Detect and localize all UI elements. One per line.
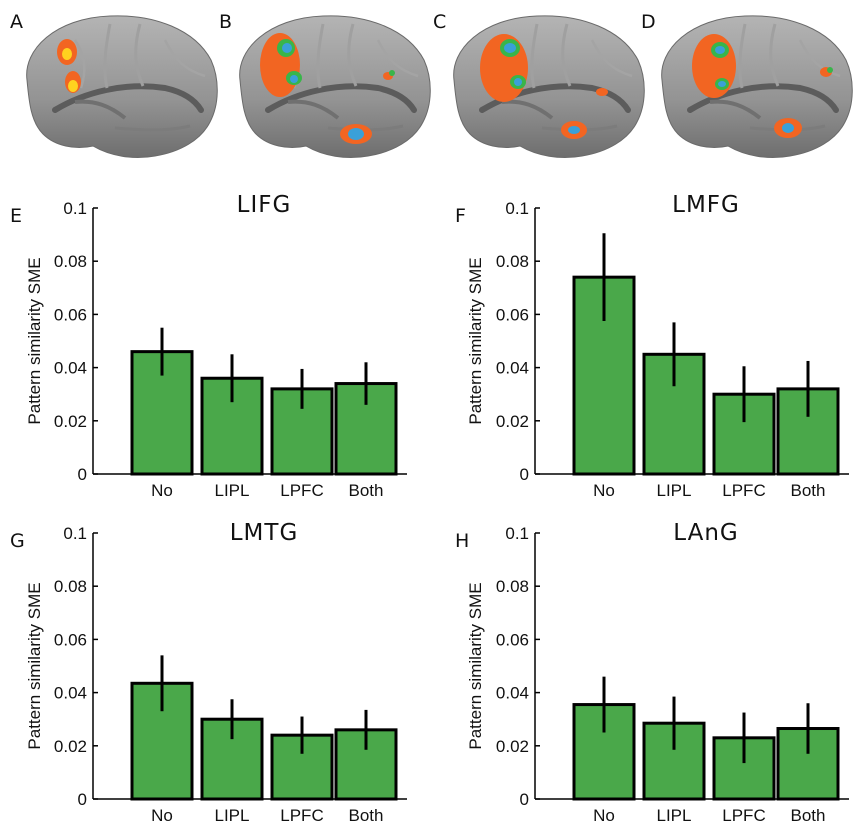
category-label: LPFC	[722, 806, 765, 825]
y-tick-label: 0.1	[505, 524, 529, 543]
y-tick-label: 0.06	[54, 630, 87, 649]
y-tick-label: 0	[78, 790, 87, 809]
category-label: LPFC	[280, 481, 323, 500]
chart-lmtg: G LMTG Pattern similarity SME No LIPL LPFC Bot…	[10, 520, 407, 825]
brain-panel-a: A	[10, 11, 217, 158]
y-tick-label: 0.1	[505, 199, 529, 218]
panel-letter: G	[10, 530, 25, 552]
y-tick-label: 0.04	[54, 359, 87, 378]
y-tick-label: 0.08	[496, 577, 529, 596]
category-label: No	[593, 806, 615, 825]
chart-lmfg: F LMFG Pattern similarity SME No LIPL LPFC Bot…	[455, 192, 849, 500]
category-label: LIPL	[657, 481, 692, 500]
panel-letter: F	[455, 205, 466, 227]
category-label: LIPL	[215, 481, 250, 500]
category-label: LPFC	[722, 481, 765, 500]
panel-letter: E	[10, 205, 22, 227]
brain-panel-d: D	[641, 11, 852, 158]
y-tick-label: 0.04	[496, 359, 529, 378]
chart-lang: H LAnG Pattern similarity SME No LIPL LPFC Bot…	[455, 520, 849, 825]
chart-title: LAnG	[673, 520, 738, 546]
y-tick-label: 0.04	[496, 684, 529, 703]
activation-blob	[480, 34, 608, 139]
y-axis-label: Pattern similarity SME	[466, 582, 485, 749]
y-tick-label: 0.02	[496, 412, 529, 431]
y-tick-label: 0.02	[54, 737, 87, 756]
chart-title: LIFG	[237, 192, 292, 218]
category-label: Both	[791, 481, 826, 500]
panel-letter: D	[641, 11, 656, 33]
y-tick-label: 0.1	[63, 524, 87, 543]
y-tick-label: 0.08	[496, 252, 529, 271]
activation-blob	[260, 33, 395, 144]
y-tick-label: 0.04	[54, 684, 87, 703]
y-tick-label: 0	[520, 790, 529, 809]
category-label: Both	[349, 806, 384, 825]
chart-title: LMFG	[672, 192, 740, 218]
y-tick-label: 0.02	[496, 737, 529, 756]
brain-panel-b: B	[219, 11, 430, 158]
y-axis-label: Pattern similarity SME	[25, 582, 44, 749]
panel-letter: H	[455, 530, 469, 552]
activation-blob	[692, 34, 833, 138]
category-label: Both	[349, 481, 384, 500]
category-label: LPFC	[280, 806, 323, 825]
y-axis-label: Pattern similarity SME	[25, 257, 44, 424]
category-label: LIPL	[657, 806, 692, 825]
chart-title: LMTG	[230, 520, 299, 546]
chart-lifg: E LIFG Pattern similarity SME No LIPL LPFC Bot…	[10, 192, 407, 500]
category-label: No	[151, 806, 173, 825]
y-tick-label: 0.08	[54, 577, 87, 596]
category-label: No	[593, 481, 615, 500]
category-label: No	[151, 481, 173, 500]
y-tick-label: 0.02	[54, 412, 87, 431]
brain-panel-c: C	[433, 11, 644, 158]
panel-letter: C	[433, 11, 446, 33]
y-tick-label: 0.06	[496, 305, 529, 324]
y-tick-label: 0	[78, 465, 87, 484]
category-label: LIPL	[215, 806, 250, 825]
activation-blob	[57, 39, 81, 93]
y-tick-label: 0.08	[54, 252, 87, 271]
panel-letter: B	[219, 11, 232, 33]
category-label: Both	[791, 806, 826, 825]
y-axis-label: Pattern similarity SME	[466, 257, 485, 424]
y-tick-label: 0	[520, 465, 529, 484]
y-tick-label: 0.1	[63, 199, 87, 218]
y-tick-label: 0.06	[54, 305, 87, 324]
panel-letter: A	[10, 11, 23, 33]
y-tick-label: 0.06	[496, 630, 529, 649]
